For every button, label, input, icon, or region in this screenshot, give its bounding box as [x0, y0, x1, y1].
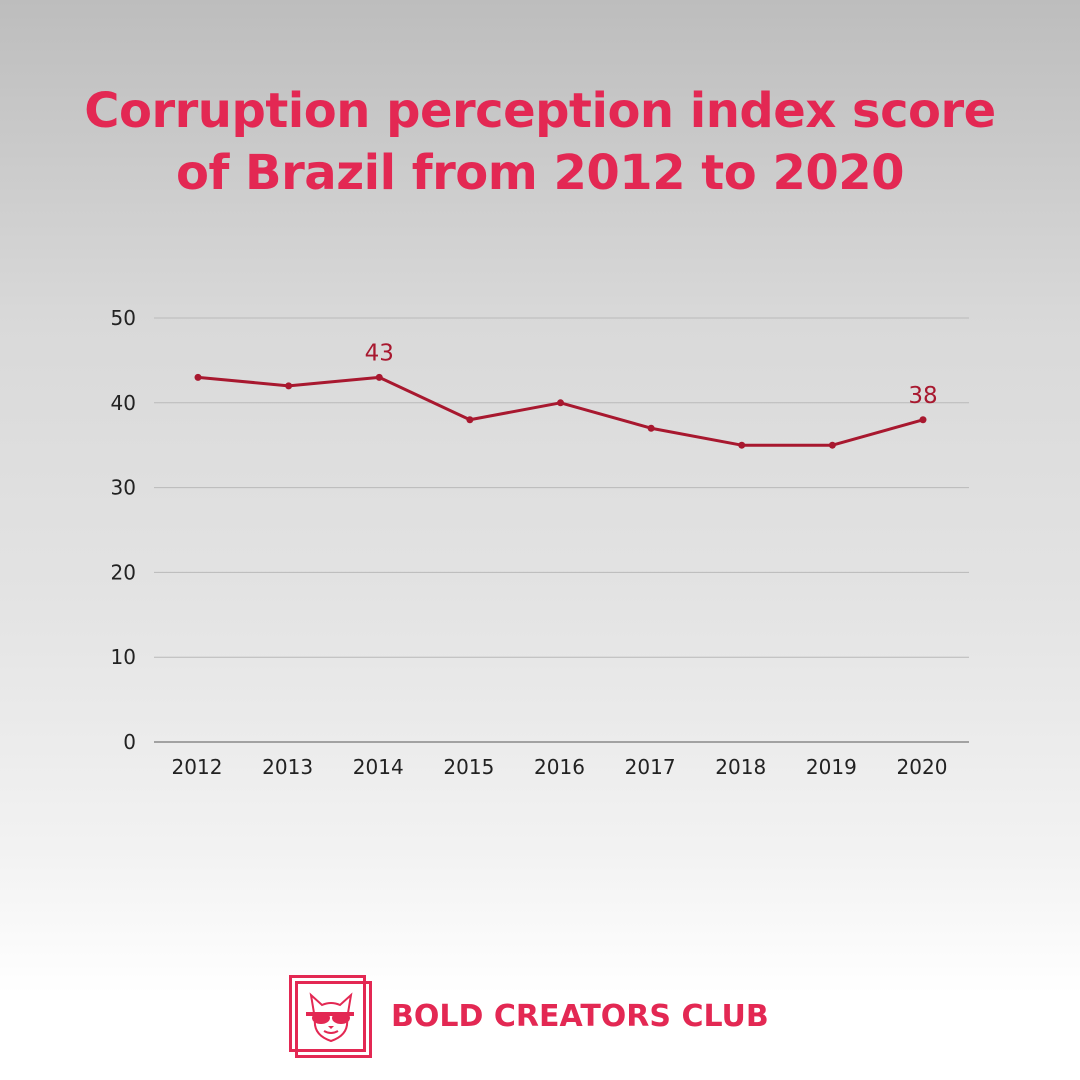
x-tick-label: 2017	[625, 755, 676, 779]
brand-name: BOLD CREATORS CLUB	[391, 999, 769, 1034]
brand-footer: BOLD CREATORS CLUB	[289, 975, 809, 1059]
y-tick-label: 10	[111, 645, 136, 669]
series-line-group	[194, 373, 927, 449]
chart-title-line-2: of Brazil from 2012 to 2020	[175, 145, 905, 201]
data-point	[738, 441, 746, 449]
chart-title-line-1: Corruption perception index score	[84, 83, 996, 139]
x-tick-label: 2019	[806, 755, 857, 779]
series-line	[196, 375, 925, 447]
x-axis-tick-labels: 2012 2013 2014 2015 2016 2017 2018 2019 2020	[172, 755, 948, 779]
data-point	[557, 399, 564, 407]
x-tick-label: 2012	[172, 755, 223, 779]
y-tick-label: 0	[123, 730, 136, 754]
y-axis-tick-labels: 0 10 20 30 40 50	[111, 306, 136, 754]
data-label: 43	[365, 340, 394, 366]
y-tick-label: 30	[111, 476, 136, 500]
y-tick-label: 20	[111, 560, 136, 584]
chart-title: Corruption perception index score of Bra…	[40, 80, 1040, 204]
x-tick-label: 2015	[443, 755, 494, 779]
x-tick-label: 2014	[353, 755, 404, 779]
data-point	[194, 373, 202, 381]
french-bulldog-with-sunglasses-icon	[289, 975, 372, 1058]
y-tick-label: 40	[111, 391, 136, 415]
x-tick-label: 2013	[262, 755, 313, 779]
y-tick-label: 50	[111, 306, 136, 330]
data-point	[375, 373, 383, 381]
data-point	[919, 416, 927, 424]
x-tick-label: 2018	[715, 755, 766, 779]
data-point	[647, 424, 655, 432]
data-point	[828, 441, 836, 449]
data-labels: 43 38	[365, 340, 938, 408]
x-tick-label: 2016	[534, 755, 585, 779]
data-point	[285, 382, 293, 390]
gridlines	[154, 317, 969, 743]
x-tick-label: 2020	[897, 755, 948, 779]
data-point	[466, 416, 474, 424]
data-label: 38	[908, 383, 937, 409]
